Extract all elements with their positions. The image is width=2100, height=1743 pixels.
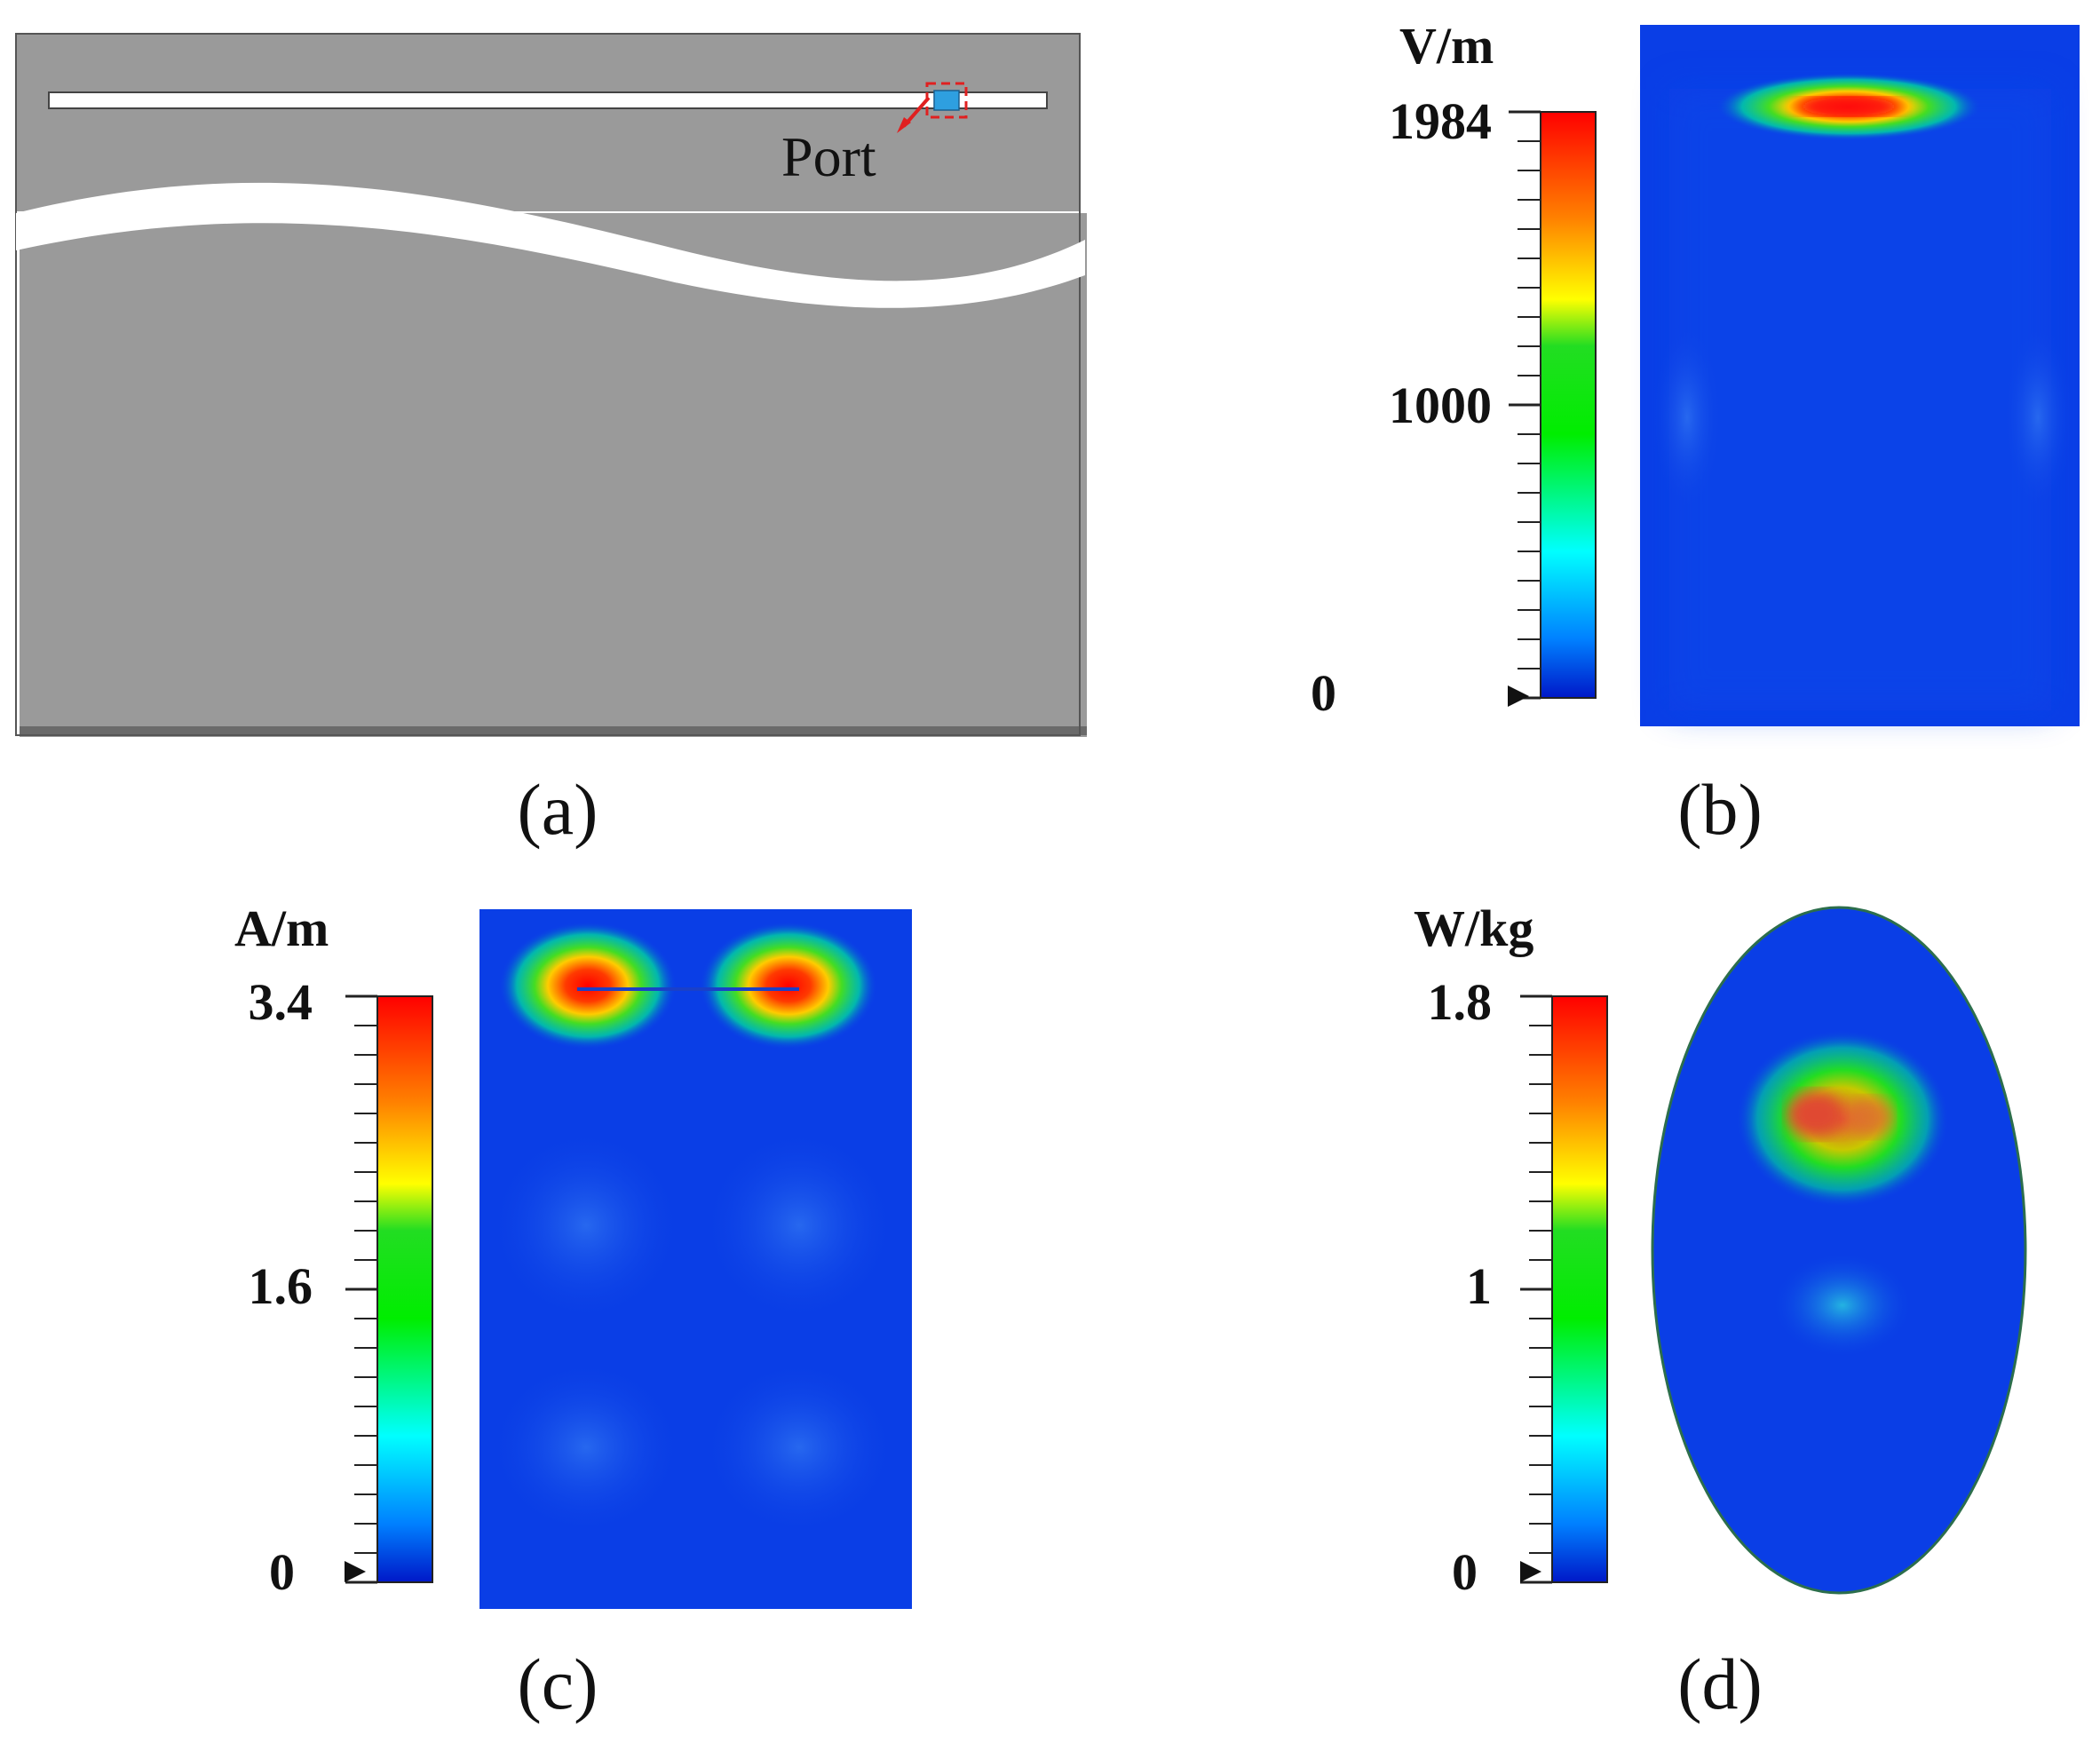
unit-label-b: V/m [1399, 17, 1494, 75]
antenna-geometry-drawing [15, 33, 1087, 737]
port-square [933, 90, 960, 111]
tick-mid-b: 1000 [1389, 376, 1492, 434]
colorbar-d [1551, 995, 1608, 1583]
substrate-upper [16, 34, 1080, 211]
tick-mid-d: 1 [1466, 1257, 1492, 1315]
colorbar-c [376, 995, 433, 1583]
unit-label-c: A/m [234, 899, 329, 957]
panel-c-magnetic-field: A/m 3.4 1.6 0 (c) [178, 879, 959, 1743]
tick-max-b: 1984 [1389, 92, 1492, 150]
colorbar-and-field-b [1508, 25, 2080, 726]
hotspot-c-right [700, 922, 877, 1050]
caption-c: (c) [517, 1644, 598, 1724]
substrate-shadow [20, 726, 1087, 735]
colorbar-ticks-b [1509, 110, 1541, 700]
caption-a: (a) [517, 769, 598, 850]
tick-mid-c: 1.6 [248, 1257, 313, 1315]
tick-max-c: 3.4 [248, 973, 313, 1031]
colorbar-and-field-d [1520, 906, 2027, 1595]
hotspot-c-left [499, 922, 677, 1050]
colorbar-and-field-c [345, 909, 912, 1609]
unit-label-d: W/kg [1414, 899, 1534, 957]
colorbar-ticks-c [345, 994, 377, 1584]
substrate-outline [15, 33, 1081, 736]
colorbar-pointer-c [345, 1561, 366, 1582]
colorbar-pointer-d [1520, 1561, 1541, 1582]
panel-a-antenna-layout: Port (a) [0, 0, 1101, 852]
tick-max-d: 1.8 [1427, 973, 1493, 1031]
field-map-d-ellipse [1651, 906, 2027, 1595]
colorbar-ticks-d [1520, 994, 1552, 1584]
feed-strip [48, 91, 1048, 109]
caption-b: (b) [1677, 769, 1763, 850]
wavy-slot [16, 182, 1085, 308]
tick-min-c: 0 [269, 1543, 295, 1601]
port-label: Port [781, 125, 876, 188]
tick-min-d: 0 [1452, 1543, 1478, 1601]
panel-b-electric-field: V/m 1984 1000 0 (b) [1311, 0, 2100, 852]
panel-d-sar-distribution: W/kg 1.8 1 0 (d) [1332, 879, 2100, 1743]
colorbar-b [1540, 111, 1597, 699]
port-arrowhead [897, 117, 911, 133]
colorbar-pointer-b [1508, 685, 1529, 707]
caption-d: (d) [1677, 1644, 1763, 1724]
tick-min-b: 0 [1311, 664, 1336, 722]
